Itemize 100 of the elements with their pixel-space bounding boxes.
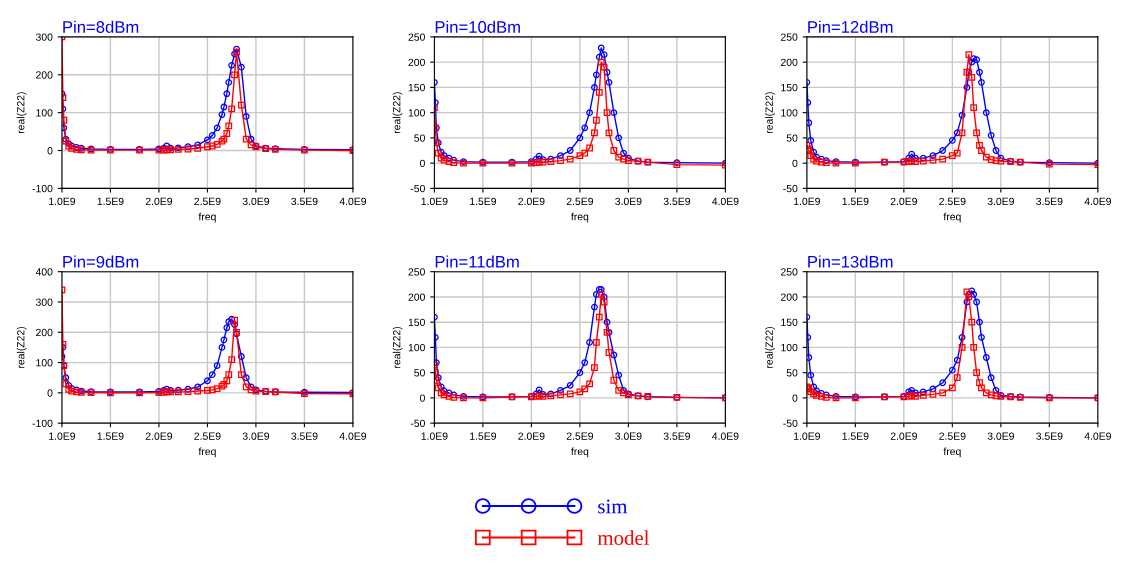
x-tick-label: 2.5E9	[939, 197, 966, 206]
x-tick-label: 1.5E9	[470, 432, 497, 440]
x-tick-label: 1.0E9	[421, 432, 448, 440]
y-tick-label: 0	[792, 394, 798, 402]
y-tick-label: 250	[780, 268, 798, 276]
x-tick-label: 2.5E9	[194, 197, 221, 206]
x-tick-label: 1.5E9	[842, 197, 869, 206]
y-tick-label: -50	[410, 419, 425, 428]
x-tick-label: 3.0E9	[987, 432, 1014, 440]
y-tick-label: -50	[783, 419, 798, 428]
x-tick-label: 2.5E9	[939, 432, 966, 440]
x-tick-label: 4.0E9	[339, 197, 367, 206]
x-tick-label: 2.0E9	[145, 432, 173, 440]
x-tick-label: 3.5E9	[1036, 432, 1063, 440]
x-axis-title: freq	[943, 447, 961, 458]
y-tick-label: 50	[414, 369, 425, 377]
y-tick-label: 300	[35, 33, 53, 41]
y-tick-label: 0	[419, 159, 425, 168]
y-tick-label: 0	[47, 147, 53, 155]
x-tick-label: 1.0E9	[794, 197, 820, 206]
y-tick-label: 250	[408, 33, 425, 41]
x-tick-label: 3.5E9	[291, 432, 318, 440]
x-tick-label: 3.0E9	[987, 197, 1014, 206]
x-tick-label: 4.0E9	[339, 432, 367, 440]
y-axis-title: real(Z22)	[392, 92, 403, 134]
chart-title: Pin=8dBm	[63, 20, 139, 33]
x-tick-label: 3.0E9	[242, 197, 270, 206]
y-tick-label: 100	[36, 109, 53, 117]
x-tick-label: 3.0E9	[615, 432, 642, 440]
x-axis-title: freq	[571, 212, 589, 223]
y-tick-label: 50	[786, 134, 798, 142]
y-axis-title: real(Z22)	[392, 326, 403, 368]
y-tick-label: -50	[410, 184, 425, 193]
x-tick-label: 3.5E9	[663, 432, 690, 440]
chart-title: Pin=12dBm	[808, 20, 893, 33]
x-tick-label: 1.0E9	[421, 197, 448, 206]
y-tick-label: -50	[783, 184, 798, 193]
y-tick-label: 150	[408, 318, 425, 327]
x-axis-title: freq	[571, 447, 589, 458]
x-axis-title: freq	[198, 212, 216, 223]
y-axis-title: real(Z22)	[16, 92, 27, 134]
y-tick-label: 100	[781, 109, 798, 117]
x-tick-label: 2.5E9	[566, 432, 594, 440]
x-tick-label: 2.5E9	[194, 432, 221, 440]
y-tick-label: 0	[419, 394, 425, 402]
x-tick-label: 2.0E9	[518, 432, 545, 440]
y-tick-label: 100	[36, 359, 53, 367]
x-tick-label: 3.0E9	[615, 197, 642, 206]
x-tick-label: 1.5E9	[97, 197, 124, 206]
y-tick-label: 0	[47, 389, 53, 397]
chart-title: Pin=11dBm	[435, 255, 519, 268]
y-tick-label: 250	[780, 33, 798, 41]
x-tick-label: 1.0E9	[794, 432, 820, 440]
x-tick-label: 1.5E9	[97, 432, 124, 440]
x-tick-label: 2.0E9	[518, 197, 545, 206]
y-axis-title: real(Z22)	[765, 92, 775, 134]
y-tick-label: 200	[780, 293, 798, 301]
x-tick-label: 3.5E9	[1036, 197, 1063, 206]
y-tick-label: 100	[408, 343, 425, 352]
x-tick-label: 3.5E9	[291, 197, 318, 206]
y-tick-label: 150	[781, 83, 798, 92]
y-tick-label: 50	[414, 134, 425, 142]
y-tick-label: 200	[36, 71, 53, 79]
legend-label: model	[597, 530, 650, 546]
x-tick-label: 2.0E9	[890, 432, 917, 440]
x-axis-title: freq	[198, 447, 216, 458]
y-tick-label: 400	[35, 268, 53, 276]
y-tick-label: 200	[36, 328, 53, 337]
y-tick-label: 300	[35, 298, 53, 306]
x-tick-label: 4.0E9	[712, 197, 739, 206]
y-tick-label: 100	[781, 343, 798, 352]
x-tick-label: 2.5E9	[566, 197, 594, 206]
legend-label: sim	[598, 499, 628, 514]
y-tick-label: 0	[792, 159, 798, 168]
chart-title: Pin=9dBm	[63, 255, 139, 268]
y-axis-title: real(Z22)	[765, 326, 775, 368]
x-axis-title: freq	[943, 212, 961, 223]
y-tick-label: 100	[408, 109, 425, 117]
x-tick-label: 1.0E9	[49, 432, 76, 440]
x-tick-label: 1.0E9	[49, 197, 76, 206]
y-tick-label: 200	[408, 293, 425, 301]
y-tick-label: 200	[780, 58, 798, 67]
y-tick-label: 200	[408, 58, 425, 67]
y-tick-label: 150	[781, 318, 798, 327]
y-tick-label: -100	[32, 419, 53, 428]
y-axis-title: real(Z22)	[16, 326, 27, 368]
y-tick-label: -100	[32, 184, 53, 193]
x-tick-label: 1.5E9	[842, 432, 869, 440]
chart-title: Pin=10dBm	[435, 20, 520, 33]
y-tick-label: 150	[408, 83, 425, 92]
x-tick-label: 4.0E9	[712, 432, 739, 440]
x-tick-label: 3.5E9	[663, 197, 690, 206]
chart-title: Pin=13dBm	[808, 255, 893, 268]
x-tick-label: 2.0E9	[145, 197, 173, 206]
x-tick-label: 3.0E9	[242, 432, 270, 440]
y-tick-label: 250	[408, 268, 425, 276]
x-tick-label: 2.0E9	[890, 197, 917, 206]
x-tick-label: 4.0E9	[1084, 432, 1111, 440]
y-tick-label: 50	[786, 369, 798, 377]
x-tick-label: 4.0E9	[1084, 197, 1111, 206]
